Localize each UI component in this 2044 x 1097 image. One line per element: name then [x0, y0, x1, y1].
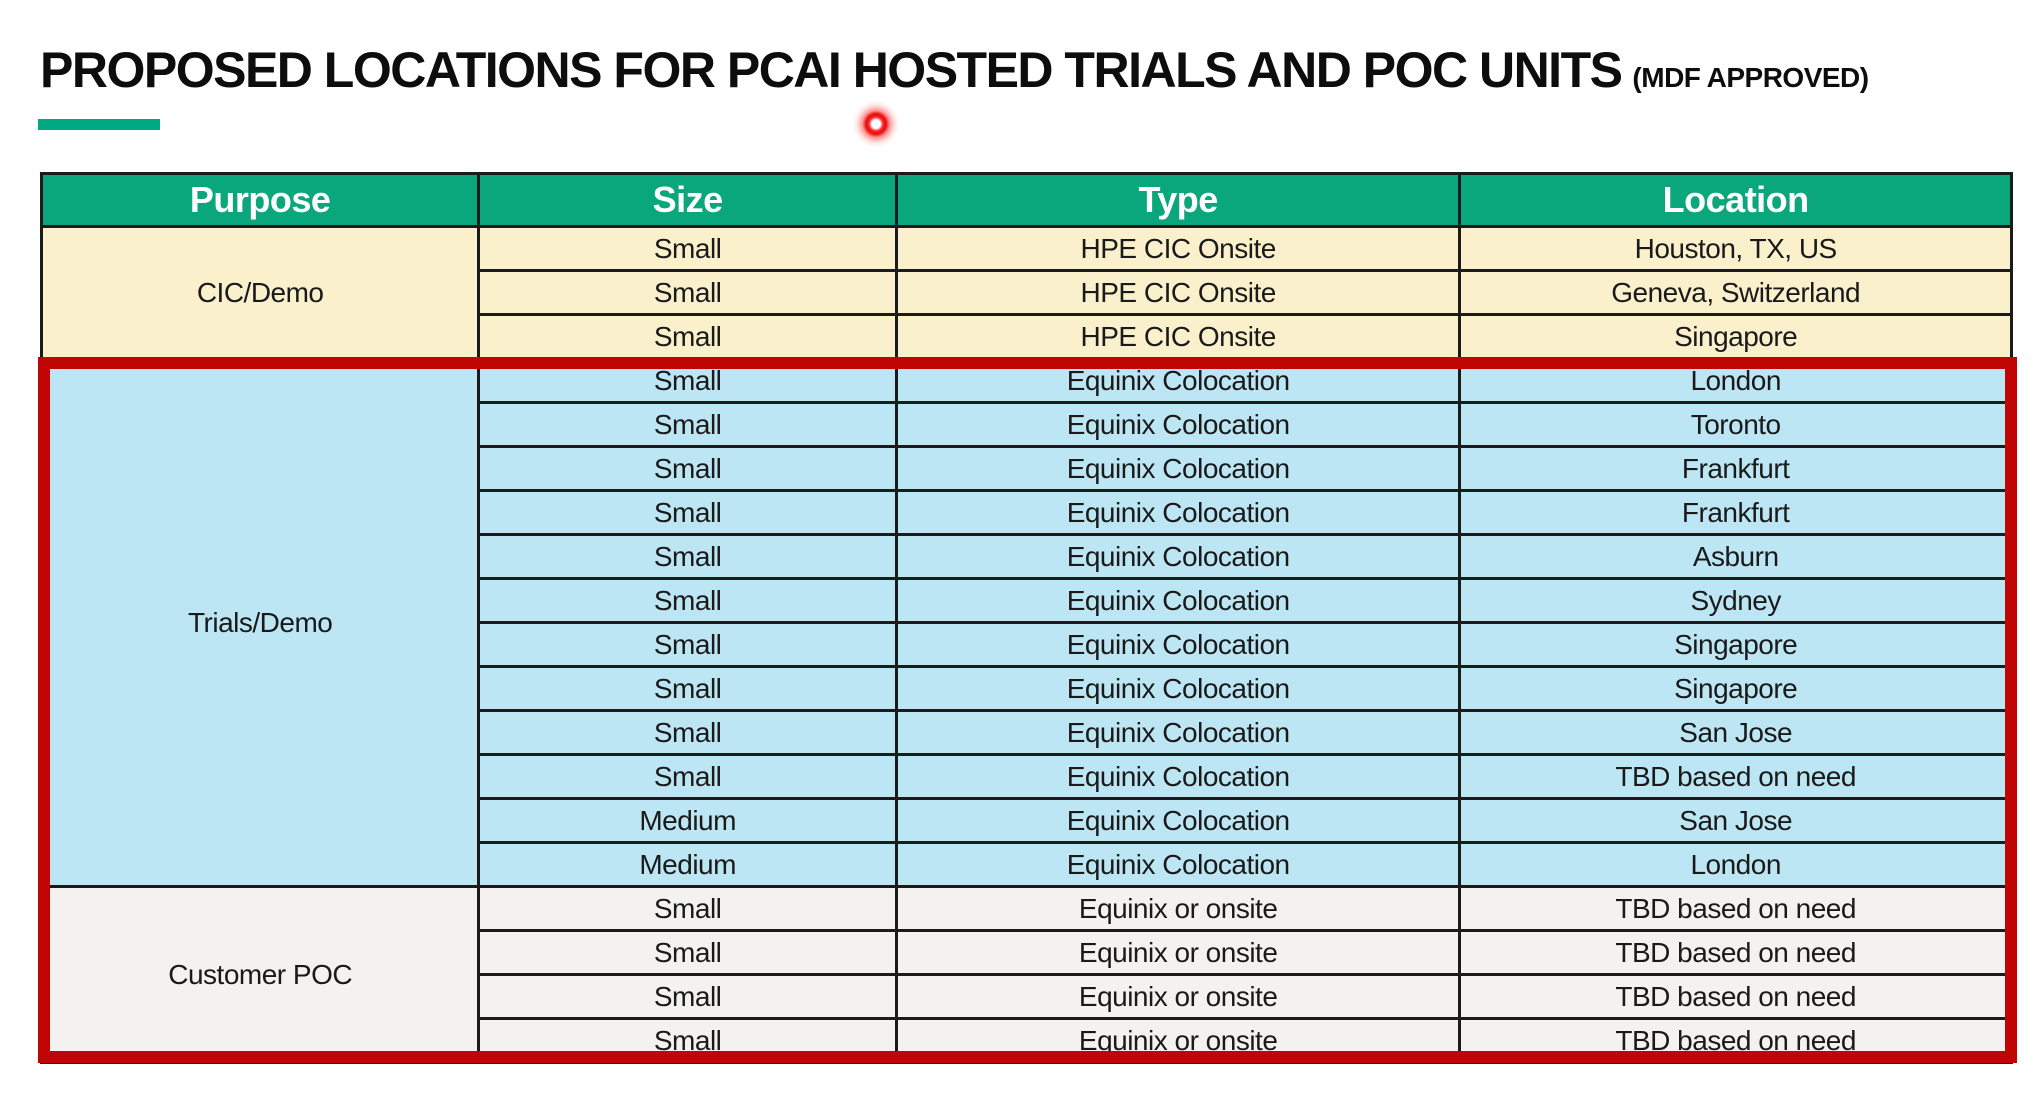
table-row: Trials/Demo Small Equinix Colocation London [39, 357, 2013, 888]
cell-size: Small [477, 973, 898, 1020]
table-header-row: Purpose Size Type Location [39, 172, 2013, 228]
cell-location: TBD based on need [1458, 1017, 2013, 1064]
cell-type: Equinix Colocation [894, 401, 1462, 448]
cell-location: TBD based on need [1458, 753, 2013, 800]
cell-location: San Jose [1458, 797, 2013, 844]
table-row: Small Equinix or onsite TBD based on need [42, 929, 2013, 976]
cell-type: Equinix Colocation [894, 577, 1462, 624]
cell-location: Frankfurt [1458, 445, 2013, 492]
cell-type: Equinix Colocation [894, 841, 1462, 888]
title-accent-bar [38, 119, 160, 130]
cell-type: Equinix Colocation [894, 445, 1462, 492]
laser-pointer-dot [853, 101, 899, 147]
cell-size: Small [477, 885, 898, 932]
cell-location: Singapore [1458, 665, 2013, 712]
cell-type: Equinix Colocation [894, 709, 1462, 756]
cell-size: Small [477, 489, 898, 536]
page-title-text: PROPOSED LOCATIONS FOR PCAI HOSTED TRIAL… [40, 42, 1623, 98]
header-cell-location: Location [1458, 172, 2013, 228]
table-row: Small HPE CIC Onsite Singapore [42, 313, 2013, 360]
cell-size: Small [477, 709, 898, 756]
cell-size: Medium [477, 841, 898, 888]
cell-location: Houston, TX, US [1458, 225, 2013, 272]
cell-location: TBD based on need [1458, 929, 2013, 976]
table-row: Medium Equinix Colocation London [42, 841, 2013, 888]
cell-size: Small [477, 401, 898, 448]
cell-type: HPE CIC Onsite [894, 269, 1462, 316]
cell-size: Small [477, 1017, 898, 1064]
cell-size: Small [477, 225, 898, 272]
table-row: Small Equinix Colocation Asburn [42, 533, 2013, 580]
cell-type: Equinix Colocation [894, 489, 1462, 536]
cell-size: Small [477, 621, 898, 668]
table-row: Small Equinix Colocation Sydney [42, 577, 2013, 624]
cell-size: Small [477, 445, 898, 492]
cell-type: Equinix or onsite [894, 885, 1462, 932]
cell-size: Small [477, 665, 898, 712]
purpose-cell: Trials/Demo [39, 357, 481, 888]
header-cell-purpose: Purpose [39, 172, 481, 228]
cell-size: Small [477, 929, 898, 976]
table-row: Customer POC Small Equinix or onsite TBD ba… [39, 885, 2013, 1064]
header-cell-size: Size [477, 172, 898, 228]
cell-size: Small [477, 269, 898, 316]
table-row: Medium Equinix Colocation San Jose [42, 797, 2013, 844]
cell-type: Equinix Colocation [894, 753, 1462, 800]
cell-type: HPE CIC Onsite [894, 313, 1462, 360]
cell-location: Sydney [1458, 577, 2013, 624]
cell-size: Small [477, 533, 898, 580]
purpose-cell: Customer POC [39, 885, 481, 1064]
page-title: PROPOSED LOCATIONS FOR PCAI HOSTED TRIAL… [40, 44, 1869, 109]
table-row: Small Equinix Colocation San Jose [42, 709, 2013, 756]
cell-location: London [1458, 841, 2013, 888]
cell-location: Geneva, Switzerland [1458, 269, 2013, 316]
cell-location: San Jose [1458, 709, 2013, 756]
cell-type: Equinix or onsite [894, 929, 1462, 976]
cell-type: Equinix Colocation [894, 797, 1462, 844]
cell-type: Equinix Colocation [894, 533, 1462, 580]
cell-type: Equinix or onsite [894, 1017, 1462, 1064]
cell-size: Small [477, 577, 898, 624]
cell-type: Equinix Colocation [894, 665, 1462, 712]
table-row: Small Equinix Colocation Frankfurt [42, 489, 2013, 536]
table-row: Small Equinix or onsite TBD based on need [42, 973, 2013, 1020]
page-title-suffix: (MDF APPROVED) [1632, 62, 1869, 93]
cell-type: Equinix Colocation [894, 621, 1462, 668]
table-row: CIC/Demo Small HPE CIC Onsite Houston, TX, … [39, 225, 2013, 360]
cell-size: Small [477, 313, 898, 360]
table-row: Small Equinix Colocation TBD based on need [42, 753, 2013, 800]
locations-table: Purpose Size Type Location CIC/Demo Small HPE… [39, 172, 2013, 1064]
cell-size: Medium [477, 797, 898, 844]
cell-location: Asburn [1458, 533, 2013, 580]
table-row: Small Equinix Colocation Singapore [42, 665, 2013, 712]
cell-location: Toronto [1458, 401, 2013, 448]
cell-location: Singapore [1458, 621, 2013, 668]
table-row: Small Equinix Colocation Frankfurt [42, 445, 2013, 492]
cell-size: Small [477, 753, 898, 800]
cell-location: TBD based on need [1458, 973, 2013, 1020]
cell-location: Frankfurt [1458, 489, 2013, 536]
cell-location: TBD based on need [1458, 885, 2013, 932]
cell-type: Equinix or onsite [894, 973, 1462, 1020]
header-cell-type: Type [894, 172, 1462, 228]
cell-location: Singapore [1458, 313, 2013, 360]
cell-location: London [1458, 357, 2013, 404]
cell-type: Equinix Colocation [894, 357, 1462, 404]
table-row: Small HPE CIC Onsite Geneva, Switzerland [42, 269, 2013, 316]
cell-type: HPE CIC Onsite [894, 225, 1462, 272]
cell-size: Small [477, 357, 898, 404]
table-row: Small Equinix Colocation Singapore [42, 621, 2013, 668]
purpose-cell: CIC/Demo [39, 225, 481, 360]
table-row: Small Equinix Colocation Toronto [42, 401, 2013, 448]
